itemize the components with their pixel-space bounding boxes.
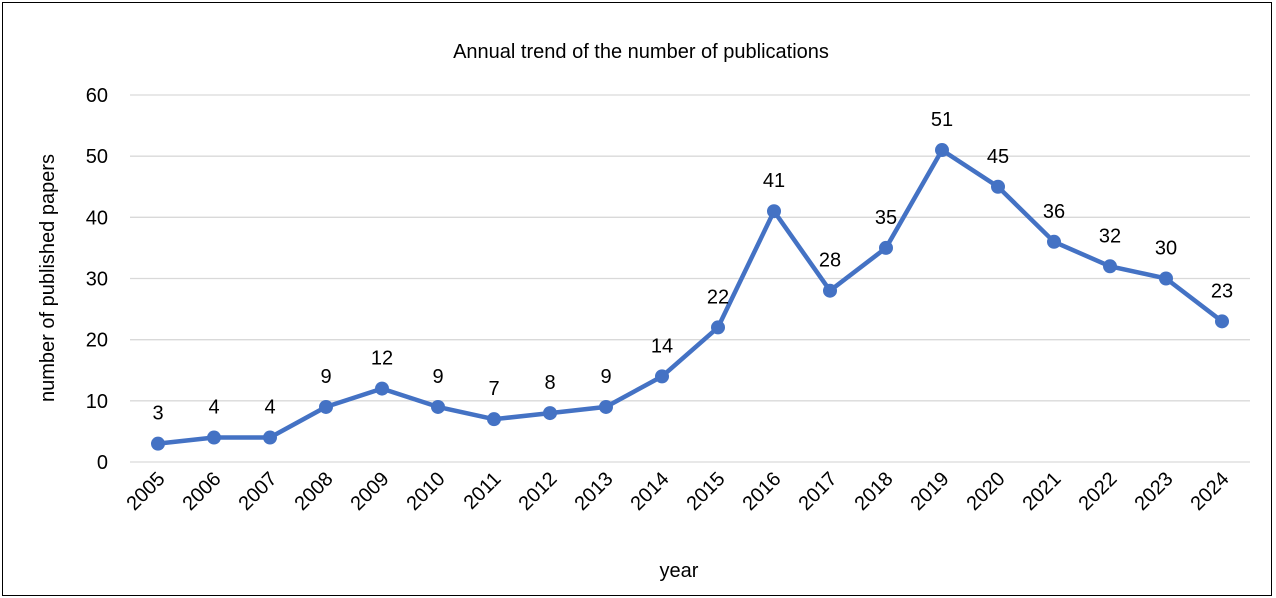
data-label: 51 bbox=[931, 109, 953, 131]
data-label: 23 bbox=[1211, 280, 1233, 302]
data-label: 41 bbox=[763, 170, 785, 192]
series-line bbox=[155, 147, 1225, 446]
data-label: 45 bbox=[987, 146, 1009, 168]
data-point bbox=[599, 399, 613, 414]
data-point bbox=[991, 179, 1005, 194]
x-tick-label: 2016 bbox=[739, 468, 786, 515]
data-point bbox=[935, 143, 949, 158]
y-tick-label: 50 bbox=[86, 146, 108, 168]
data-point bbox=[431, 399, 445, 414]
x-tick-label: 2018 bbox=[851, 468, 898, 515]
data-point bbox=[711, 320, 725, 335]
data-label: 3 bbox=[152, 403, 163, 425]
x-tick-label: 2011 bbox=[460, 468, 506, 514]
data-point bbox=[487, 412, 501, 427]
data-point bbox=[375, 381, 389, 396]
y-tick-label: 60 bbox=[86, 85, 108, 107]
x-tick-label: 2010 bbox=[403, 468, 450, 515]
y-tick-label: 30 bbox=[86, 269, 108, 291]
data-point bbox=[151, 436, 165, 451]
y-tick-label: 20 bbox=[86, 330, 108, 352]
data-label: 22 bbox=[707, 286, 729, 308]
y-tick-label: 40 bbox=[86, 207, 108, 229]
y-axis-ticks: 0 10 20 30 40 50 60 bbox=[86, 85, 108, 474]
data-labels: 3 4 4 9 12 9 7 8 9 14 22 41 28 35 51 45 36 32 30 23 bbox=[152, 109, 1233, 425]
x-tick-label: 2008 bbox=[291, 468, 338, 515]
data-point bbox=[879, 240, 893, 255]
data-label: 9 bbox=[432, 366, 443, 388]
data-point bbox=[1215, 314, 1229, 329]
data-label: 4 bbox=[264, 397, 275, 419]
x-tick-label: 2017 bbox=[795, 468, 842, 515]
data-point bbox=[655, 369, 669, 384]
data-label: 35 bbox=[875, 207, 897, 229]
x-tick-label: 2013 bbox=[571, 468, 618, 515]
data-point bbox=[207, 430, 221, 445]
x-tick-label: 2023 bbox=[1131, 468, 1178, 515]
x-tick-label: 2015 bbox=[683, 468, 730, 515]
series-layer bbox=[151, 143, 1229, 451]
x-tick-label: 2021 bbox=[1019, 468, 1066, 515]
x-tick-label: 2005 bbox=[123, 468, 170, 515]
y-tick-label: 10 bbox=[86, 391, 108, 413]
x-tick-label: 2009 bbox=[347, 468, 394, 515]
data-label: 32 bbox=[1099, 225, 1121, 247]
data-point bbox=[823, 283, 837, 298]
x-tick-label: 2014 bbox=[627, 468, 674, 515]
x-tick-label: 2024 bbox=[1187, 468, 1234, 515]
x-tick-label: 2007 bbox=[235, 468, 282, 515]
chart-title: Annual trend of the number of publicatio… bbox=[453, 41, 829, 63]
gridlines bbox=[130, 94, 1250, 463]
data-label: 30 bbox=[1155, 238, 1177, 260]
data-label: 9 bbox=[320, 366, 331, 388]
y-tick-label: 0 bbox=[97, 452, 108, 474]
data-label: 8 bbox=[544, 372, 555, 394]
x-tick-label: 2012 bbox=[515, 468, 562, 515]
data-label: 4 bbox=[208, 397, 219, 419]
data-point bbox=[543, 406, 557, 421]
data-point bbox=[1159, 271, 1173, 286]
x-axis-label: year bbox=[660, 560, 699, 582]
x-tick-label: 2020 bbox=[963, 468, 1010, 515]
data-point bbox=[1103, 259, 1117, 274]
data-point bbox=[263, 430, 277, 445]
data-label: 12 bbox=[371, 348, 393, 370]
y-axis-label: number of published papers bbox=[37, 154, 59, 402]
data-label: 36 bbox=[1043, 201, 1065, 223]
data-label: 28 bbox=[819, 250, 841, 272]
x-tick-label: 2022 bbox=[1075, 468, 1122, 515]
data-label: 14 bbox=[651, 335, 673, 357]
data-point bbox=[319, 399, 333, 414]
data-label: 7 bbox=[488, 378, 499, 400]
x-axis-ticks: 2005 2006 2007 2008 2009 2010 2011 2012 2013 2014… bbox=[123, 468, 1234, 515]
x-tick-label: 2019 bbox=[907, 468, 954, 515]
x-tick-label: 2006 bbox=[179, 468, 226, 515]
data-point bbox=[767, 204, 781, 219]
data-label: 9 bbox=[600, 366, 611, 388]
data-point bbox=[1047, 234, 1061, 249]
